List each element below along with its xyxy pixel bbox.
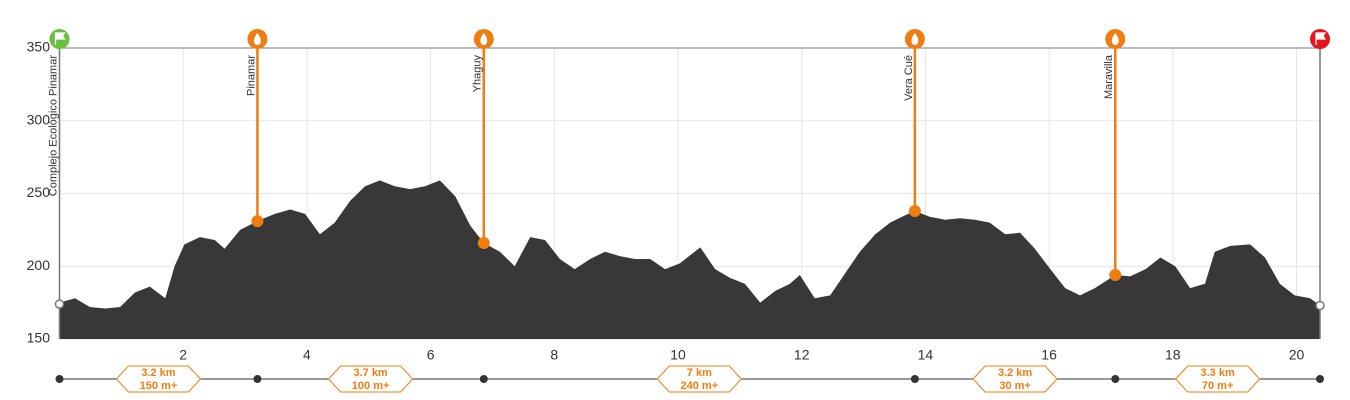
segment-dot [1111,375,1120,383]
segment-gain: 240 m+ [681,380,719,392]
waypoint-point [477,236,490,249]
y-tick-label: 150 [27,330,51,346]
drop-icon [1111,33,1119,45]
segment-gain: 100 m+ [352,380,390,392]
waypoint-point [251,215,264,228]
segment-gain: 70 m+ [1202,380,1234,392]
waypoint-label: Pinamar [245,55,257,96]
waypoint-point [54,299,65,309]
x-tick-label: 20 [1289,347,1305,363]
x-tick-label: 16 [1041,347,1057,363]
segment-badge [656,365,743,393]
x-tick-label: 12 [794,347,810,363]
segment-dot [55,375,64,383]
x-tick-label: 4 [303,347,311,363]
segment-badge [115,365,202,393]
flag-icon [54,32,66,45]
x-tick-label: 14 [918,347,934,363]
drop-icon [480,33,488,45]
waypoint-label: Vera Cué [903,55,915,101]
y-tick-label: 200 [27,257,51,273]
segment-dot [479,375,488,383]
segment-gain: 30 m+ [999,380,1031,392]
segment-badge [1174,365,1261,393]
x-tick-label: 18 [1165,347,1181,363]
waypoint-label: Complejo Ecológico Pinamar [47,55,59,197]
x-tick-label: 10 [670,347,686,363]
waypoint-label: Maravilla [1103,54,1115,99]
waypoint-point [1109,268,1122,281]
segment-distance: 3.2 km [141,367,175,379]
y-tick-label: 250 [27,184,51,200]
drop-icon [254,33,261,45]
segment-dot [1316,375,1324,383]
flag-icon [1315,32,1327,45]
segment-badge [972,365,1058,393]
segment-badge [327,365,414,393]
waypoint-point [908,204,921,217]
segment-distance: 3.7 km [353,367,387,379]
drop-icon [911,33,919,45]
elevation-area [59,180,1320,339]
x-tick-label: 8 [550,347,558,363]
segment-dot [253,375,262,383]
waypoint-label: Yhaguy [472,55,484,93]
segment-distance: 3.3 km [1201,367,1235,379]
segment-dot [910,375,919,383]
segment-distance: 3.2 km [998,367,1032,379]
segment-distance: 7 km [687,367,712,379]
waypoint-point [1315,300,1325,311]
x-tick-label: 6 [427,347,435,363]
segment-gain: 150 m+ [140,380,178,392]
x-tick-label: 2 [179,347,187,363]
y-tick-label: 300 [27,111,51,127]
y-tick-label: 350 [27,39,51,55]
